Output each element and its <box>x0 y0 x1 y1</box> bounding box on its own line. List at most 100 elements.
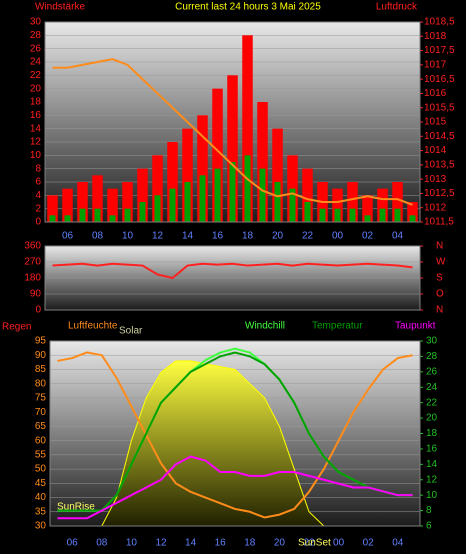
bar <box>154 195 161 222</box>
bar <box>259 168 266 222</box>
plot-frame <box>44 245 421 311</box>
bar <box>334 208 341 222</box>
header-label: Taupunkt <box>395 321 436 332</box>
y-tick-label: 270 <box>24 257 41 268</box>
x-tick-label: 18 <box>244 538 256 549</box>
bar <box>122 182 133 222</box>
bar <box>137 168 148 222</box>
x-tick-label: 14 <box>182 231 194 242</box>
bar <box>109 215 116 222</box>
bar <box>377 188 388 222</box>
y-tick-label: 90 <box>30 289 42 300</box>
y2-tick-label: 1011,5 <box>424 217 454 228</box>
line <box>52 262 413 280</box>
y2-tick-label: 1015 <box>424 117 447 128</box>
y2-tick-label: 1016,5 <box>424 74 455 85</box>
y-tick-label: 35 <box>35 506 47 517</box>
y2-tick-label: 1014 <box>424 145 447 156</box>
bar <box>169 188 176 222</box>
y-tick-label: 40 <box>35 492 47 503</box>
y-tick-label: 70 <box>35 407 47 418</box>
y-tick-label: 90 <box>35 350 47 361</box>
bar <box>227 75 238 222</box>
bar <box>347 182 358 222</box>
y2-tick-label: 1017 <box>424 59 447 70</box>
x-tick-label: 00 <box>332 231 344 242</box>
bar <box>199 175 206 222</box>
bar <box>212 88 223 223</box>
x-tick-label: 16 <box>212 231 224 242</box>
line <box>52 58 413 206</box>
x-tick-label: 04 <box>392 231 404 242</box>
bar <box>124 208 131 222</box>
x-tick-label: 10 <box>126 538 138 549</box>
y-tick-label: 65 <box>35 421 47 432</box>
line <box>57 455 413 520</box>
bar <box>304 202 311 222</box>
y-tick-label: 360 <box>24 241 41 252</box>
y2-tick-label: 28 <box>426 351 438 362</box>
y2-tick-label: 1017,5 <box>424 45 455 56</box>
bar <box>77 182 88 222</box>
y-tick-label: 26 <box>30 43 42 54</box>
y2-tick-label: 14 <box>426 459 438 470</box>
x-tick-label: 14 <box>185 538 197 549</box>
bar <box>92 175 103 222</box>
x-tick-label: 20 <box>274 538 286 549</box>
bar <box>49 215 56 222</box>
plot-frame <box>49 340 421 527</box>
bar <box>184 182 191 222</box>
y2-tick-label: 1016 <box>424 88 447 99</box>
x-tick-label: 00 <box>333 538 345 549</box>
x-tick-label: 20 <box>272 231 284 242</box>
y2-tick-label: 22 <box>426 397 438 408</box>
y2-tick-label: 1014,5 <box>424 131 455 142</box>
y2-tick-label: W <box>436 257 446 268</box>
x-tick-label: 10 <box>122 231 134 242</box>
line <box>57 351 413 512</box>
x-tick-label: 18 <box>242 231 254 242</box>
y-tick-label: 85 <box>35 364 47 375</box>
bar <box>242 35 253 223</box>
y2-tick-label: S <box>436 273 443 284</box>
bar <box>289 188 296 222</box>
bar <box>319 208 326 222</box>
bar <box>287 155 298 222</box>
bar <box>94 208 101 222</box>
x-tick-label: 16 <box>215 538 227 549</box>
y2-tick-label: 18 <box>426 428 438 439</box>
y-tick-label: 50 <box>35 464 47 475</box>
bar <box>152 155 163 222</box>
y-tick-label: 80 <box>35 378 47 389</box>
y-tick-label: 2 <box>35 203 41 214</box>
y-tick-label: 60 <box>35 435 47 446</box>
y-tick-label: 12 <box>30 137 42 148</box>
y-tick-label: 28 <box>30 30 42 41</box>
bar <box>107 188 118 222</box>
y-tick-label: 16 <box>30 110 42 121</box>
bar <box>394 208 401 222</box>
y2-tick-label: 1012,5 <box>424 188 455 199</box>
annotation: SunRise <box>57 502 95 513</box>
bar <box>139 202 146 222</box>
y2-tick-label: 1018,5 <box>424 17 455 28</box>
bar <box>214 168 221 222</box>
y-tick-label: 0 <box>35 305 41 316</box>
line <box>57 351 413 519</box>
header-label: Windchill <box>245 321 285 332</box>
y-tick-label: 4 <box>35 190 41 201</box>
y-tick-label: 18 <box>30 97 42 108</box>
y2-tick-label: 12 <box>426 474 438 485</box>
y2-tick-label: N <box>436 305 443 316</box>
x-tick-label: 08 <box>92 231 104 242</box>
x-tick-label: 06 <box>67 538 79 549</box>
x-tick-label: 12 <box>155 538 167 549</box>
y2-tick-label: 1015,5 <box>424 102 455 113</box>
bar <box>167 142 178 222</box>
y-tick-label: 10 <box>30 150 42 161</box>
y-tick-label: 45 <box>35 478 47 489</box>
header-label: Regen <box>2 322 31 333</box>
bar <box>79 208 86 222</box>
y-tick-label: 30 <box>30 17 42 28</box>
